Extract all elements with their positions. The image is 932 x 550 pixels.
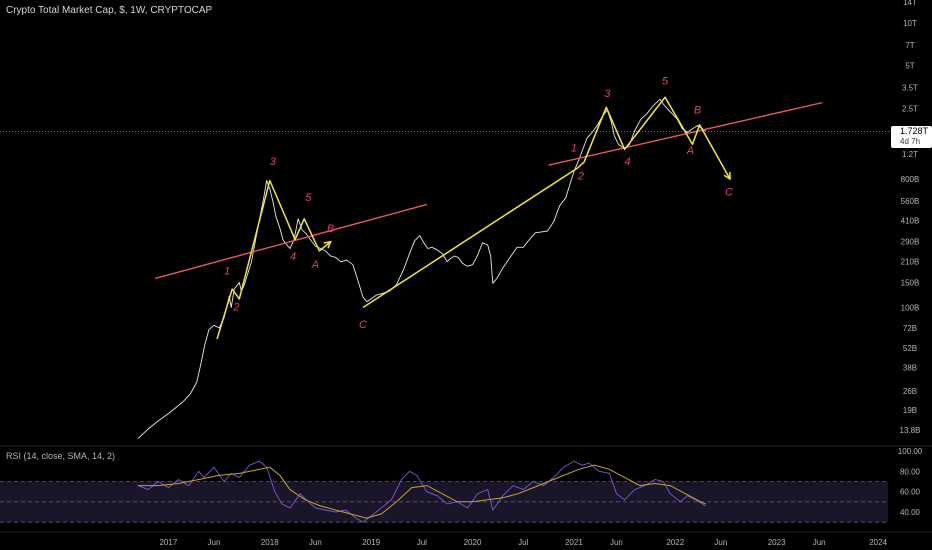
time-axis-tick: Jul bbox=[518, 538, 528, 547]
time-axis-tick: 2021 bbox=[565, 538, 583, 547]
price-layer bbox=[0, 98, 890, 439]
time-axis-tick: 2023 bbox=[768, 538, 786, 547]
wave-label-4: 4 bbox=[290, 251, 296, 263]
price-series-line bbox=[137, 98, 706, 439]
wave-label-5: 5 bbox=[662, 75, 669, 87]
rsi-line bbox=[137, 460, 706, 523]
price-axis-tick: 14T bbox=[903, 0, 917, 7]
wave-label-2: 2 bbox=[577, 171, 584, 183]
time-axis-tick: 2024 bbox=[869, 538, 887, 547]
time-axis-tick: Jun bbox=[208, 538, 221, 547]
wave-label-5: 5 bbox=[305, 192, 312, 204]
rsi-axis-tick: 60.00 bbox=[900, 488, 921, 497]
rsi-axis-tick: 40.00 bbox=[900, 508, 921, 517]
price-axis-tick: 560B bbox=[901, 197, 920, 206]
time-axis-tick: 2022 bbox=[666, 538, 684, 547]
price-axis-tick: 13.8B bbox=[900, 426, 921, 435]
price-axis-tick: 150B bbox=[901, 278, 920, 287]
trend-line-1[interactable] bbox=[155, 203, 428, 280]
drawing-layer[interactable]: 1 2 3 4 5 A B C 1 2 3 4 5 A B C bbox=[155, 75, 823, 340]
time-axis-tick: Jun bbox=[813, 538, 826, 547]
price-axis-tick: 800B bbox=[901, 175, 920, 184]
price-axis-tick: 72B bbox=[903, 324, 917, 333]
price-axis-tick: 19B bbox=[903, 406, 917, 415]
price-axis-tick: 52B bbox=[903, 344, 917, 353]
time-axis-tick: 2020 bbox=[464, 538, 482, 547]
wave-label-1: 1 bbox=[224, 266, 230, 278]
time-axis-tick: 2019 bbox=[362, 538, 380, 547]
wave-label-3: 3 bbox=[270, 156, 277, 168]
price-axis-tick: 3.5T bbox=[902, 84, 918, 93]
wave-arrow-head-1 bbox=[323, 240, 332, 249]
price-axis-tick: 38B bbox=[903, 363, 917, 372]
rsi-layer bbox=[137, 460, 706, 523]
elliott-wave-2018[interactable] bbox=[216, 179, 332, 340]
wave-arrow-head-2 bbox=[723, 171, 731, 181]
wave-label-C: C bbox=[725, 187, 733, 199]
wave-label-3: 3 bbox=[604, 88, 611, 100]
wave-label-1: 1 bbox=[571, 142, 577, 154]
wave-label-4: 4 bbox=[625, 156, 631, 168]
time-axis-tick: Jun bbox=[309, 538, 322, 547]
price-axis-tick: 5T bbox=[905, 62, 914, 71]
trend-line-2[interactable] bbox=[548, 101, 823, 166]
last-price-value: 1.728T bbox=[900, 126, 929, 136]
time-axis-tick: 2018 bbox=[261, 538, 279, 547]
rsi-band-layer bbox=[0, 445, 932, 533]
time-axis-tick: 2017 bbox=[159, 538, 177, 547]
rsi-axis-tick: 100.00 bbox=[898, 447, 923, 456]
time-axis-tick: Jun bbox=[610, 538, 623, 547]
wave-label-B: B bbox=[327, 223, 334, 235]
price-axis-tick: 210B bbox=[901, 258, 920, 267]
price-axis-tick: 290B bbox=[901, 238, 920, 247]
wave-label-A: A bbox=[311, 259, 319, 271]
rsi-ma-line bbox=[138, 464, 706, 519]
axis-layer[interactable]: 14T10T7T5T3.5T2.5T1.2T800B560B410B290B21… bbox=[159, 0, 922, 547]
time-axis-tick: Jul bbox=[417, 538, 427, 547]
price-axis-tick: 100B bbox=[901, 304, 920, 313]
elliott-wave-2021[interactable] bbox=[362, 96, 731, 309]
time-axis-tick: Jun bbox=[714, 538, 727, 547]
price-axis-tick: 2.5T bbox=[902, 105, 918, 114]
last-price-badge: 1.728T 4d 7h bbox=[891, 126, 932, 148]
price-axis-tick: 10T bbox=[903, 19, 917, 28]
chart-title: Crypto Total Market Cap, $, 1W, CRYPTOCA… bbox=[6, 5, 213, 16]
rsi-title: RSI (14, close, SMA, 14, 2) bbox=[6, 451, 116, 461]
wave-label-A: A bbox=[686, 145, 694, 157]
wave-label-B: B bbox=[694, 105, 701, 117]
rsi-axis-tick: 80.00 bbox=[900, 467, 921, 476]
wave-label-2: 2 bbox=[232, 302, 239, 314]
wave-label-C: C bbox=[359, 319, 367, 331]
price-axis-tick: 26B bbox=[903, 387, 917, 396]
price-axis-tick: 7T bbox=[905, 41, 914, 50]
price-axis-tick: 410B bbox=[901, 216, 920, 225]
bar-countdown: 4d 7h bbox=[900, 137, 921, 146]
price-axis-tick: 1.2T bbox=[902, 150, 918, 159]
